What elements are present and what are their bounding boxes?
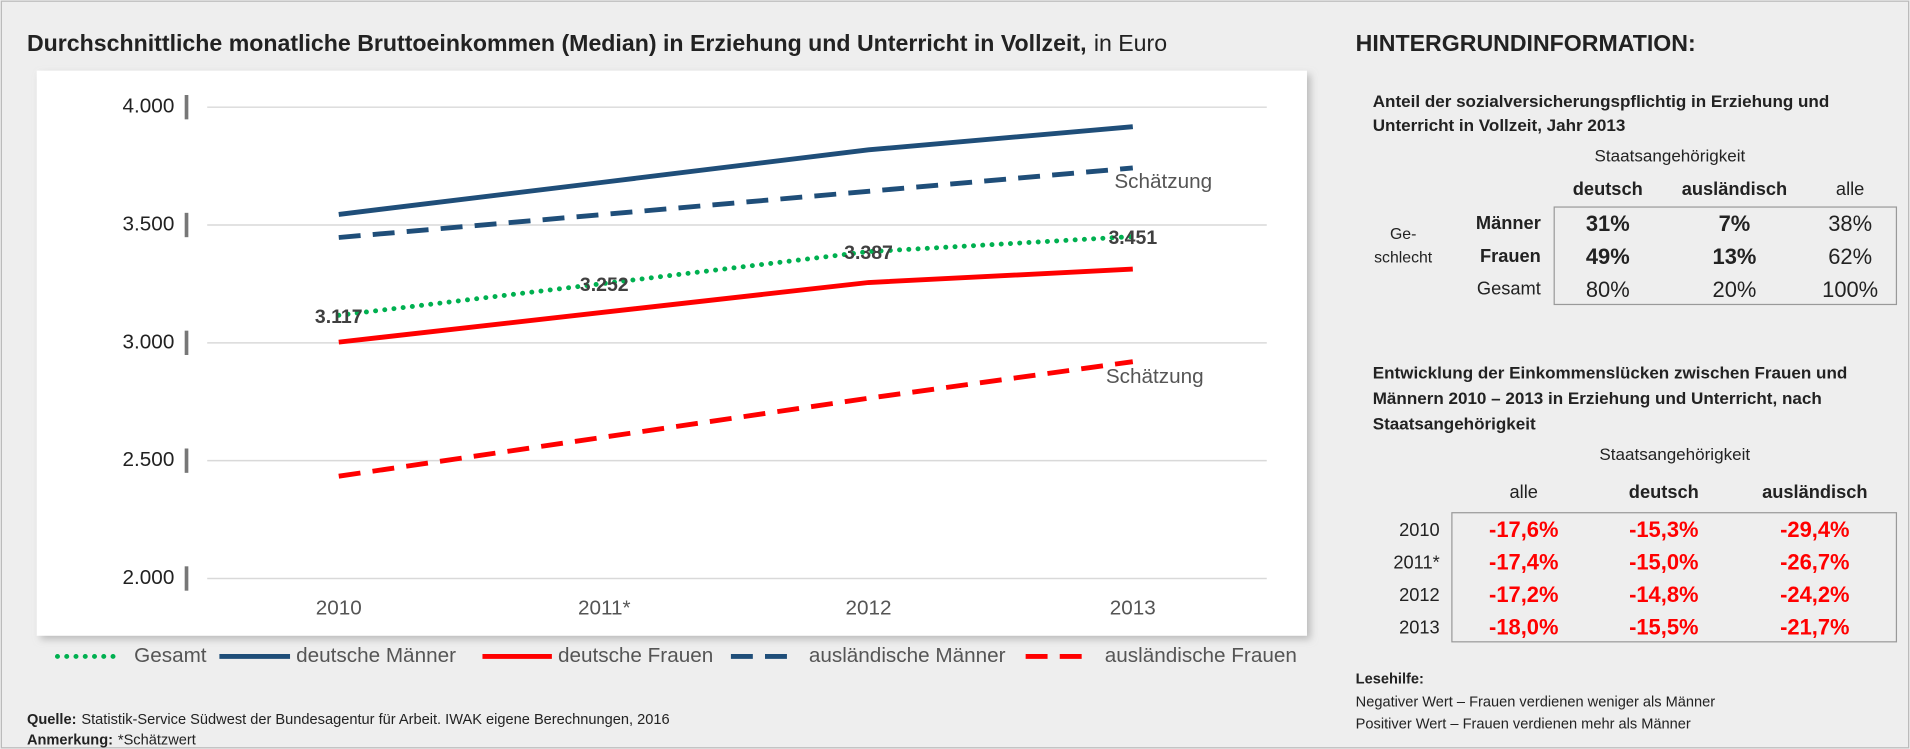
table-title: Entwicklung der Einkommenslücken zwische… <box>1373 363 1848 382</box>
cell: 49% <box>1586 244 1630 269</box>
table-title: Unterricht in Vollzeit, Jahr 2013 <box>1373 116 1626 135</box>
x-tick-label: 2011* <box>578 596 631 619</box>
series-line <box>338 359 1134 479</box>
cell: 100% <box>1822 277 1878 302</box>
column-header: alle <box>1836 178 1864 199</box>
cell: -26,7% <box>1780 549 1849 574</box>
data-label: 3.117 <box>315 306 363 328</box>
cell: -17,4% <box>1489 549 1558 574</box>
note: Anmerkung: *Schätzwert <box>27 732 196 748</box>
cell: 7% <box>1719 211 1751 236</box>
legend-label: Gesamt <box>134 644 207 667</box>
cell: -17,2% <box>1489 582 1558 607</box>
y-tick-label: 3.000 <box>123 330 175 353</box>
table-title: Männern 2010 – 2013 in Erziehung und Unt… <box>1373 389 1822 408</box>
note-text: *Schätzwert <box>118 732 196 748</box>
subtitle: in Euro <box>1094 30 1167 56</box>
cell: 13% <box>1713 244 1757 269</box>
row-label: 2011* <box>1393 551 1439 572</box>
column-header: ausländisch <box>1682 178 1787 199</box>
row-label: Männer <box>1476 212 1541 233</box>
cell: -29,4% <box>1780 517 1849 542</box>
legend-label: deutsche Männer <box>296 644 456 667</box>
row-label: Frauen <box>1480 245 1541 266</box>
data-label: 3.252 <box>580 274 629 296</box>
cell: 31% <box>1586 211 1630 236</box>
cell: 38% <box>1828 211 1872 236</box>
note-label: Anmerkung: <box>27 732 113 748</box>
cell: 80% <box>1586 277 1630 302</box>
x-tick-label: 2010 <box>316 596 362 619</box>
cell: -21,7% <box>1780 614 1849 639</box>
data-label: 3.451 <box>1108 227 1157 249</box>
cell: -18,0% <box>1489 614 1558 639</box>
y-tick-label: 2.500 <box>123 448 175 471</box>
row-group-label: schlecht <box>1374 249 1433 266</box>
column-header: deutsch <box>1573 178 1643 199</box>
group-label: Staatsangehörigkeit <box>1599 445 1750 464</box>
column-header: ausländisch <box>1762 481 1867 502</box>
cell: 62% <box>1828 244 1872 269</box>
annotation: Schätzung <box>1114 170 1212 193</box>
column-header: deutsch <box>1629 481 1699 502</box>
legend-label: ausländische Frauen <box>1105 644 1297 667</box>
table2-box <box>1451 512 1898 643</box>
help-line: Negativer Wert – Frauen verdienen wenige… <box>1356 695 1716 711</box>
group-label: Staatsangehörigkeit <box>1595 147 1746 166</box>
table1-box <box>1553 206 1898 306</box>
source: Quelle: Statistik-Service Südwest der Bun… <box>27 712 670 728</box>
y-tick-label: 2.000 <box>123 566 175 589</box>
cell: -15,5% <box>1629 614 1698 639</box>
source-text: Statistik-Service Südwest der Bundesagen… <box>81 712 669 728</box>
cell: -14,8% <box>1629 582 1698 607</box>
source-label: Quelle: <box>27 712 77 728</box>
cell: -24,2% <box>1780 582 1849 607</box>
title: Durchschnittliche monatliche Bruttoeinko… <box>27 30 1087 56</box>
table-title: Anteil der sozialversicherungspflichtig … <box>1373 92 1830 111</box>
plot-area <box>36 70 1307 636</box>
help-title: Lesehilfe: <box>1356 671 1424 687</box>
row-label: Gesamt <box>1477 278 1541 299</box>
row-label: 2013 <box>1399 616 1440 637</box>
series-line <box>338 266 1133 345</box>
help-line: Positiver Wert – Frauen verdienen mehr a… <box>1356 717 1691 733</box>
cell: 20% <box>1713 277 1757 302</box>
series-line <box>336 234 1136 318</box>
panel-title: HINTERGRUNDINFORMATION: <box>1356 30 1696 56</box>
table-title: Staatsangehörigkeit <box>1373 415 1536 434</box>
row-group-label: Ge- <box>1390 226 1416 243</box>
data-label: 3.387 <box>844 242 893 264</box>
chart-title: Durchschnittliche monatliche Bruttoeinko… <box>27 30 1167 56</box>
cell: -17,6% <box>1489 517 1558 542</box>
series-line <box>338 165 1134 240</box>
column-header: alle <box>1510 481 1538 502</box>
row-label: 2012 <box>1399 584 1440 605</box>
legend-label: deutsche Frauen <box>558 644 713 667</box>
x-tick-label: 2013 <box>1110 596 1156 619</box>
y-tick-label: 4.000 <box>123 95 175 118</box>
row-label: 2010 <box>1399 519 1440 540</box>
series-line <box>338 124 1134 217</box>
cell: -15,3% <box>1629 517 1698 542</box>
legend-label: ausländische Männer <box>809 644 1006 667</box>
y-tick-label: 3.500 <box>123 212 175 235</box>
x-tick-label: 2012 <box>846 596 892 619</box>
annotation: Schätzung <box>1106 365 1204 388</box>
cell: -15,0% <box>1629 549 1698 574</box>
